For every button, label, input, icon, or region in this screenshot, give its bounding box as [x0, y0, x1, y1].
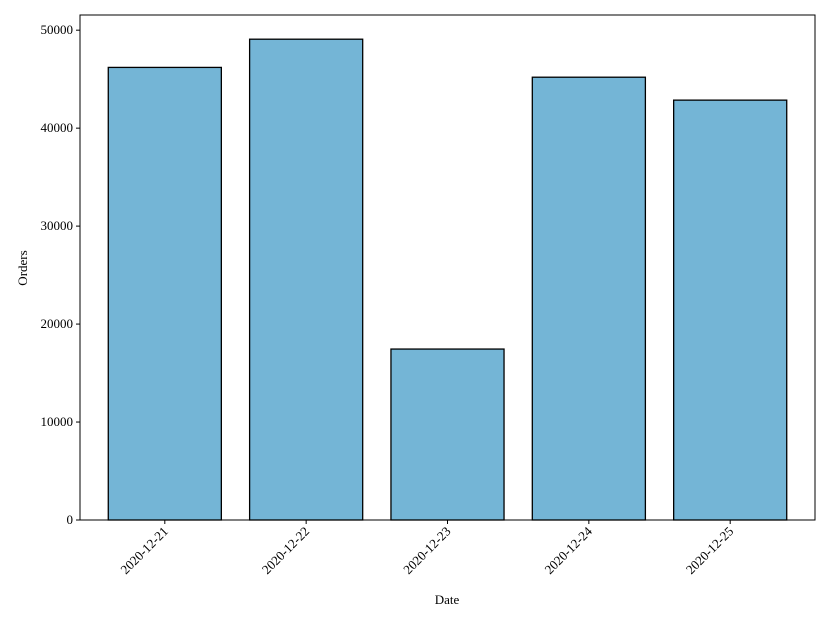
plot-frame: [79, 14, 816, 521]
y-tick-label: 10000: [41, 414, 74, 429]
y-tick-label: 30000: [41, 218, 74, 233]
x-tick-label: 2020-12-23: [400, 524, 454, 578]
bar: [248, 38, 364, 521]
x-tick-label: 2020-12-25: [683, 524, 737, 578]
bar: [107, 66, 222, 521]
x-tick-label: 2020-12-24: [541, 523, 595, 577]
bar: [531, 76, 647, 521]
y-tick-label: 50000: [41, 22, 74, 37]
bar: [673, 99, 788, 521]
x-tick-label: 2020-12-21: [117, 524, 171, 578]
y-tick-label: 40000: [41, 120, 74, 135]
y-axis-label: Orders: [15, 250, 30, 285]
bar: [390, 348, 505, 521]
y-tick-label: 0: [67, 512, 74, 527]
x-axis-label: Date: [435, 592, 460, 607]
x-tick-label: 2020-12-22: [259, 524, 313, 578]
y-tick-label: 20000: [41, 316, 74, 331]
